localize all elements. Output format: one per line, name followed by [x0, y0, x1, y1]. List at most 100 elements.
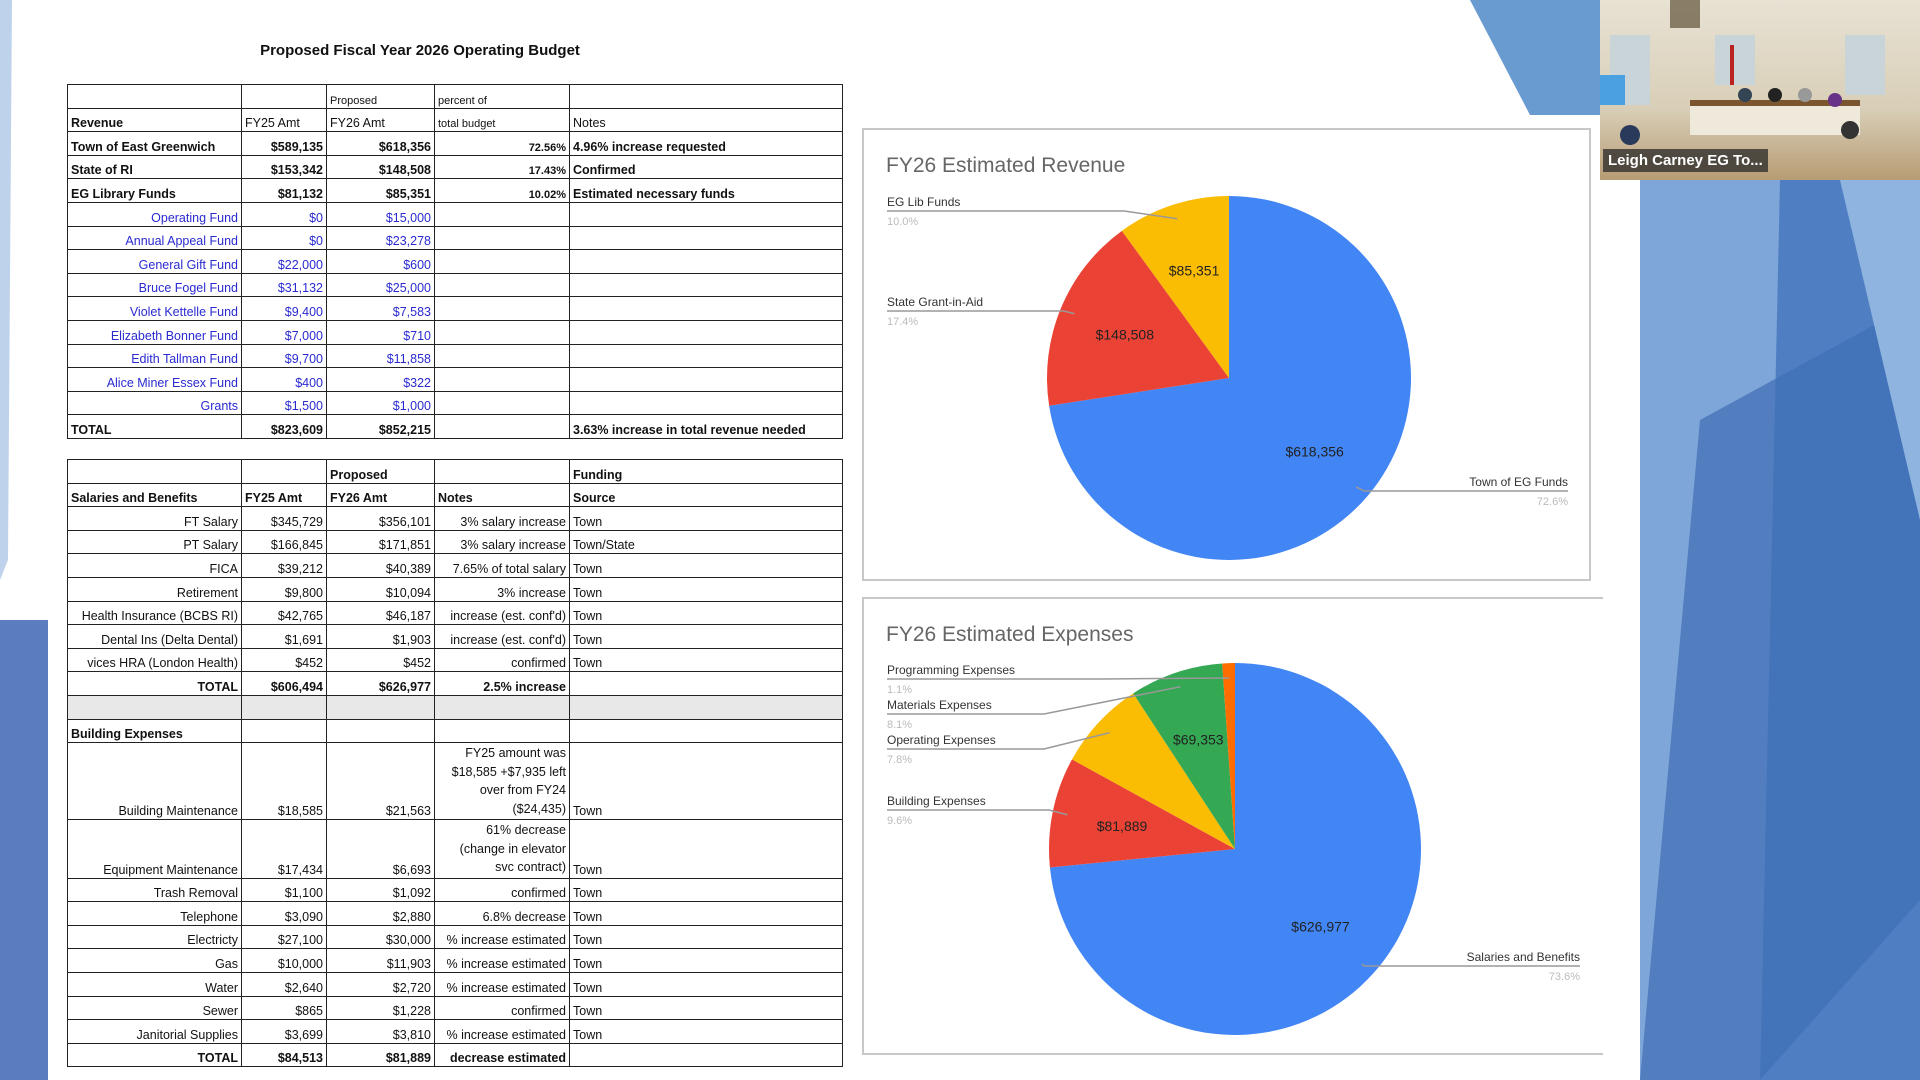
fy26-amount: $1,903: [326, 624, 435, 649]
fy26-amount: $626,977: [326, 671, 435, 696]
fy25-amount: $1,691: [241, 624, 327, 649]
column-header: FY26 Amt: [326, 107, 435, 133]
notes: confirmed: [434, 877, 570, 903]
empty-cell: [434, 694, 570, 720]
fy25-amount: $42,765: [241, 600, 327, 626]
funding-source: [569, 1042, 843, 1068]
expense-table: Proposed Funding Salaries and Benefits FY25…: [67, 459, 843, 1068]
column-header: [569, 84, 843, 109]
fy26-amount: $15,000: [326, 201, 435, 227]
fy26-amount: $85,351: [326, 178, 435, 203]
notes: % increase estimated: [434, 1019, 570, 1044]
video-thumbnail[interactable]: Leigh Carney EG To...: [1600, 0, 1920, 180]
fy26-amount: $852,215: [326, 414, 435, 439]
funding-source: Town: [569, 901, 843, 926]
table-row: FT Salary $345,729 $356,101 3% salary incre…: [67, 506, 843, 531]
fy25-amount: $589,135: [241, 131, 327, 156]
slice-name-label: Salaries and Benefits: [1467, 950, 1580, 964]
table-row: FICA $39,212 $40,389 7.65% of total salary T…: [67, 553, 843, 578]
table-row: Equipment Maintenance $17,434 $6,693 61% de…: [67, 819, 843, 879]
header-row: Proposed percent of: [67, 84, 843, 109]
column-header: Notes: [434, 482, 570, 508]
table-row: PT Salary $166,845 $171,851 3% salary incre…: [67, 529, 843, 555]
table-row: Bruce Fogel Fund $31,132 $25,000: [67, 272, 843, 298]
leader-line: [887, 677, 1230, 680]
row-label: EG Library Funds: [67, 178, 242, 203]
percent-of-budget: [434, 272, 570, 298]
table-row: Alice Miner Essex Fund $400 $322: [67, 367, 843, 392]
leader-line: [887, 809, 1068, 816]
notes: [569, 225, 843, 251]
row-label: TOTAL: [67, 671, 242, 696]
slice-value-label: $148,508: [1096, 327, 1155, 343]
notes: 7.65% of total salary: [434, 553, 570, 578]
row-label: Retirement: [67, 576, 242, 602]
fy26-amount: $618,356: [326, 131, 435, 156]
notes: 3% salary increase: [434, 529, 570, 555]
column-header: Source: [569, 482, 843, 508]
percent-of-budget: 10.02%: [434, 178, 570, 203]
column-header: [67, 84, 242, 109]
fy25-amount: $400: [241, 367, 327, 392]
funding-source: Town: [569, 624, 843, 649]
row-label: Alice Miner Essex Fund: [67, 367, 242, 392]
funding-source: Town: [569, 506, 843, 531]
notes: Estimated necessary funds: [569, 178, 843, 203]
fy26-amount: $23,278: [326, 225, 435, 251]
notes: % increase estimated: [434, 948, 570, 973]
fy25-amount: $84,513: [241, 1042, 327, 1068]
document-title: Proposed Fiscal Year 2026 Operating Budg…: [260, 42, 580, 59]
fy25-amount: $3,699: [241, 1019, 327, 1044]
slice-value-label: $85,351: [1169, 263, 1220, 279]
table-row: Electricty $27,100 $30,000% increase estim…: [67, 924, 843, 950]
percent-of-budget: [434, 367, 570, 392]
header-row: Proposed Funding: [67, 459, 843, 484]
table-row: Dental Ins (Delta Dental) $1,691 $1,903 inc…: [67, 624, 843, 649]
fy26-amount: $81,889: [326, 1042, 435, 1068]
fy25-amount: $18,585: [241, 742, 327, 821]
fy26-amount: $6,693: [326, 819, 435, 879]
row-label: General Gift Fund: [67, 249, 242, 274]
notes: 2.5% increase: [434, 671, 570, 696]
funding-source: Town: [569, 995, 843, 1021]
notes: [569, 343, 843, 369]
slice-percent-label: 17.4%: [887, 316, 918, 328]
empty-cell: [326, 694, 435, 720]
fy26-amount: $171,851: [326, 529, 435, 555]
percent-of-budget: [434, 414, 570, 439]
row-label: Trash Removal: [67, 877, 242, 903]
table-row: EG Library Funds $81,132 $85,351 10.02% Esti…: [67, 178, 843, 203]
fy25-amount: $0: [241, 201, 327, 227]
table-row: Retirement $9,800 $10,094 3% increase Town: [67, 576, 843, 602]
notes: [569, 249, 843, 274]
revenue-table: Proposed percent of Revenue FY25 Amt FY26 Am…: [67, 84, 843, 439]
fy25-amount: $9,400: [241, 296, 327, 321]
fy26-amount: $2,880: [326, 901, 435, 926]
column-header: total budget: [434, 107, 570, 133]
notes: confirmed: [434, 647, 570, 673]
notes: [569, 201, 843, 227]
fy26-amount: $10,094: [326, 576, 435, 602]
fy25-amount: $9,700: [241, 343, 327, 369]
percent-of-budget: [434, 225, 570, 251]
funding-source: Town: [569, 647, 843, 673]
empty-cell: [569, 694, 843, 720]
leader-line: [1361, 963, 1580, 967]
fy25-amount: $17,434: [241, 819, 327, 879]
row-label: Janitorial Supplies: [67, 1019, 242, 1044]
column-header: [241, 459, 327, 484]
table-row: vices HRA (London Health) $452 $452 confirm…: [67, 647, 843, 673]
fy25-amount: $10,000: [241, 948, 327, 973]
table-row: Building Maintenance $18,585 $21,563 FY25 a…: [67, 742, 843, 821]
fy25-amount: $153,342: [241, 154, 327, 180]
funding-source: Town: [569, 1019, 843, 1044]
column-header: [241, 84, 327, 109]
header-row: Revenue FY25 Amt FY26 Amt total budget Notes: [67, 107, 843, 133]
slice-value-label: $626,977: [1291, 918, 1350, 934]
fy26-amount: $322: [326, 367, 435, 392]
leader-line: [887, 731, 1110, 750]
row-label: Equipment Maintenance: [67, 819, 242, 879]
fy26-amount: $21,563: [326, 742, 435, 821]
pie-slice: [1049, 196, 1411, 560]
column-header: Notes: [569, 107, 843, 133]
